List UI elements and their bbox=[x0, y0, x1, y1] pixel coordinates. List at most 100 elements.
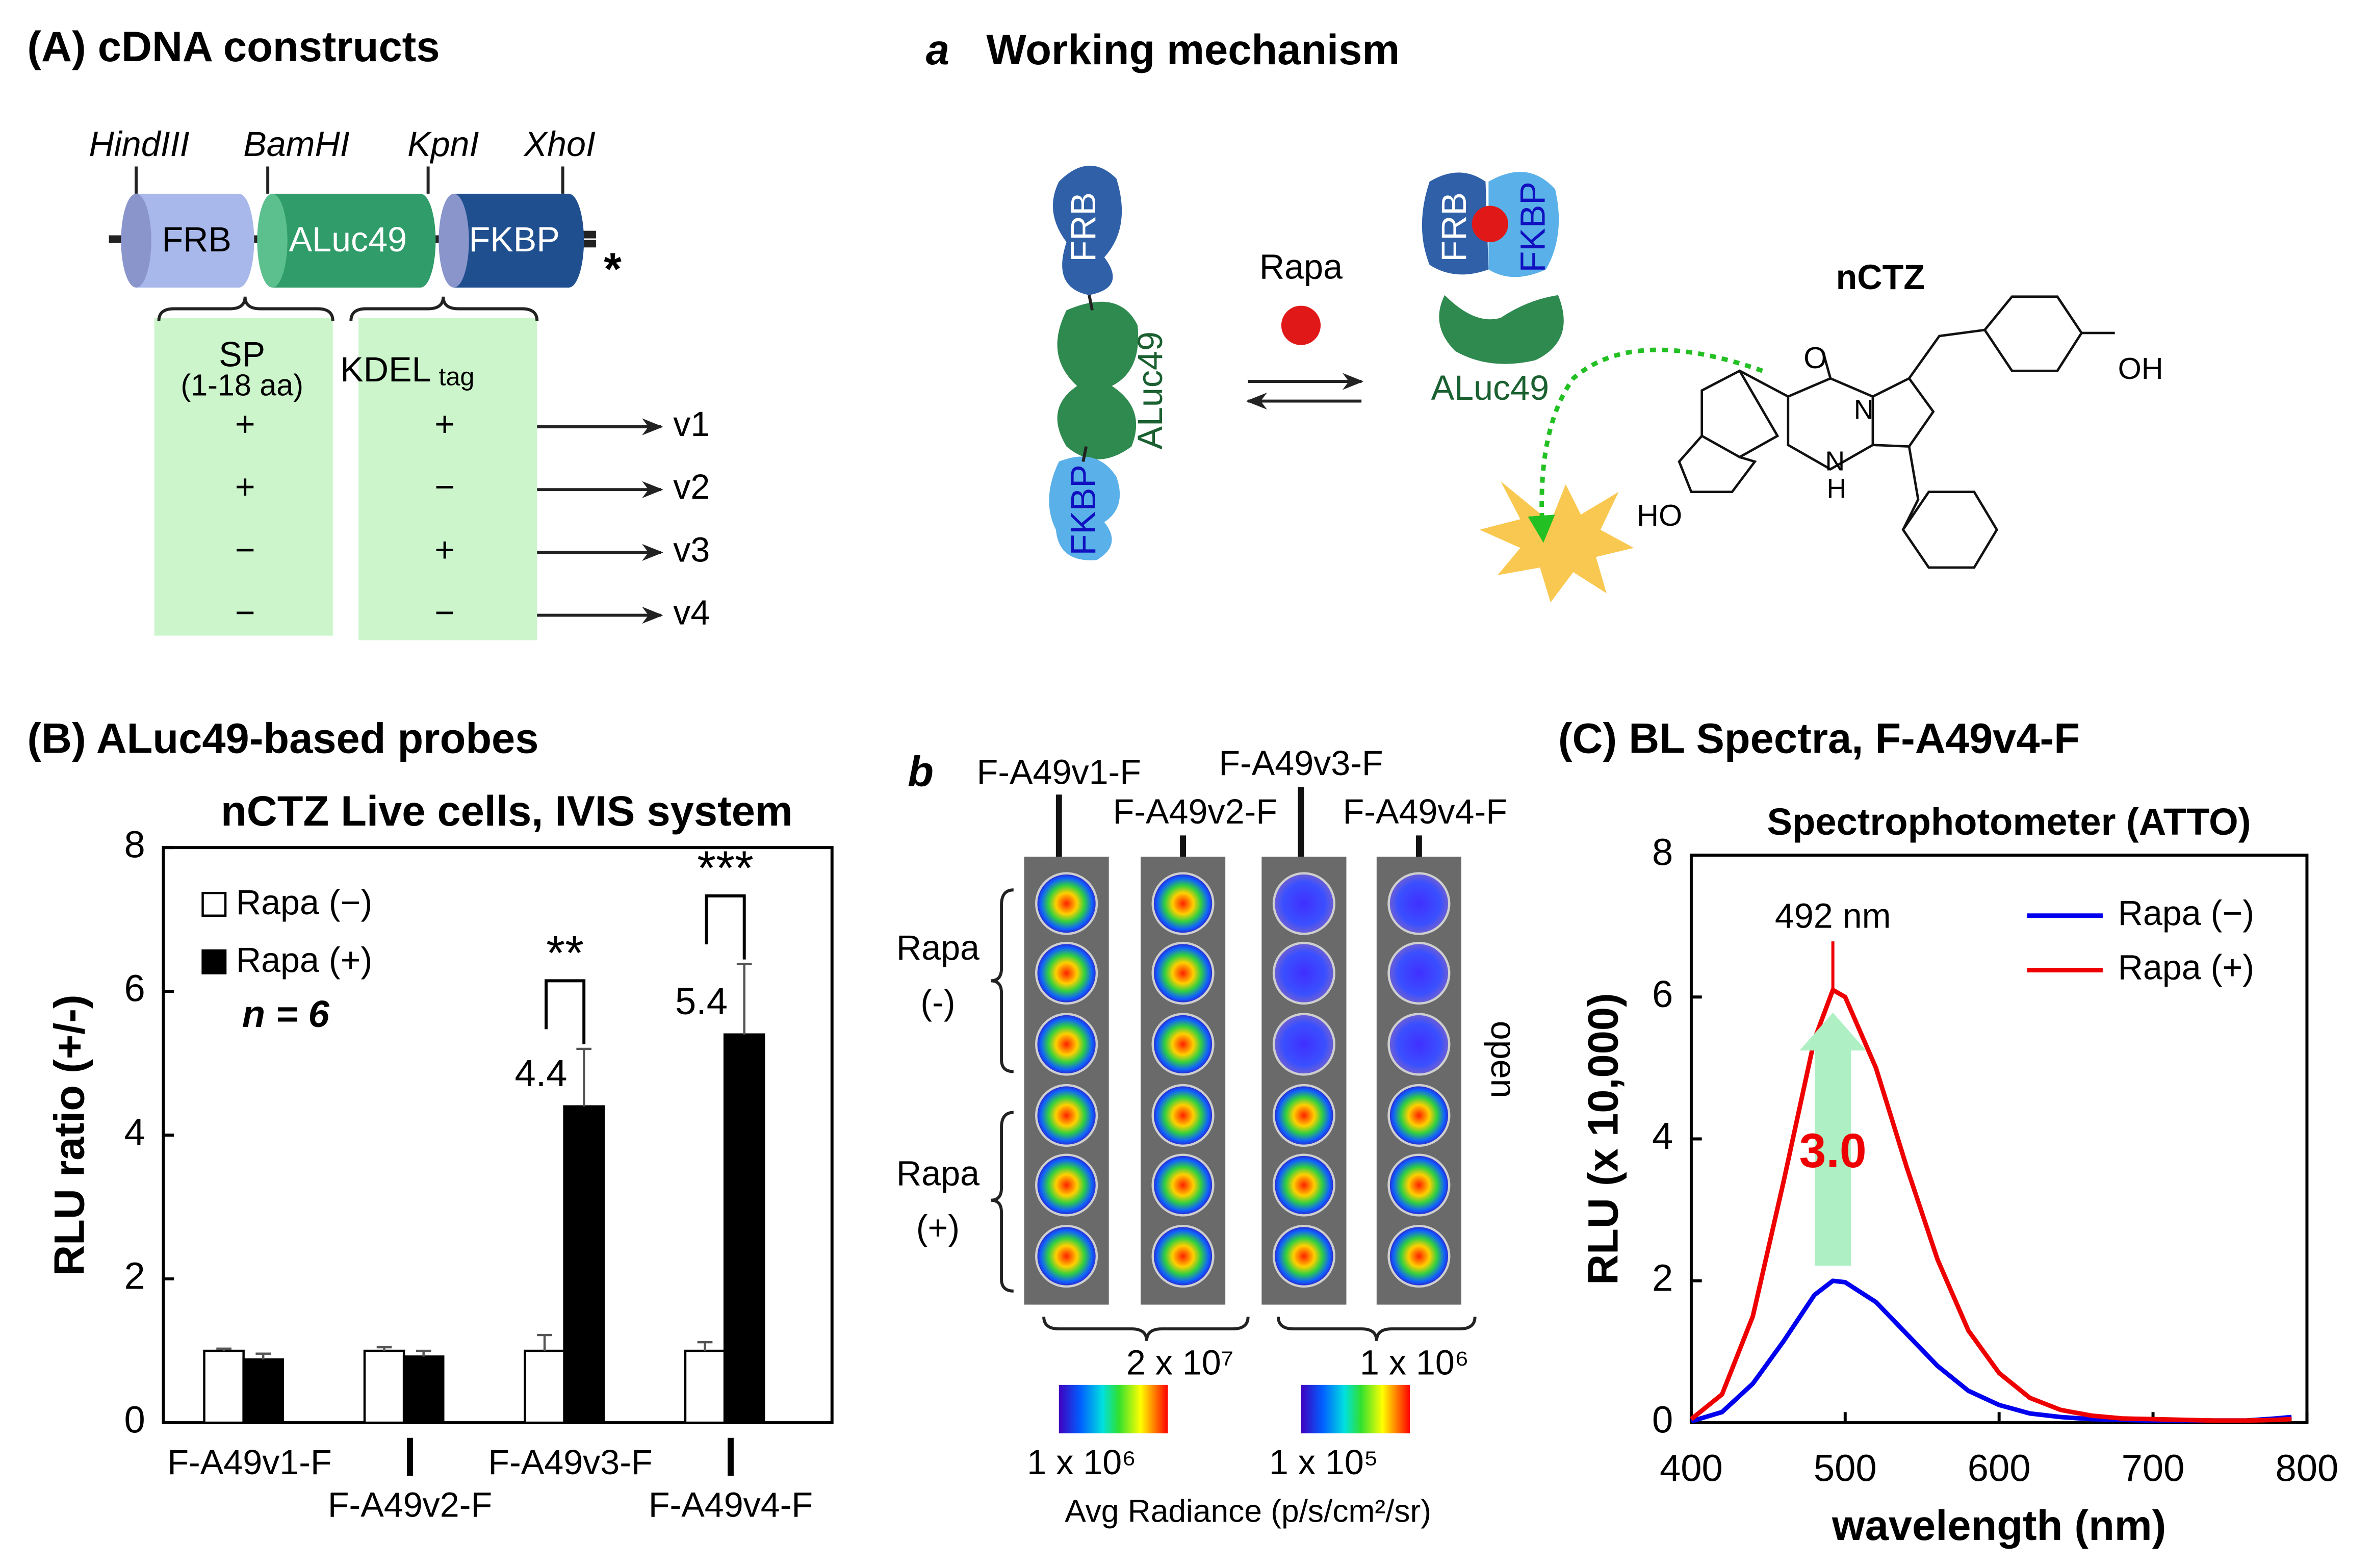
brace bbox=[1277, 1317, 1477, 1341]
panel-mechanism: a Working mechanism FRB ALuc49 FKBP Rapa… bbox=[926, 26, 2163, 603]
fold-label: 3.0 bbox=[1799, 1124, 1867, 1178]
bar bbox=[203, 1349, 245, 1424]
sp-sign: − bbox=[235, 594, 255, 632]
ligand-label: Rapa bbox=[1259, 247, 1343, 286]
legend-swatch bbox=[201, 891, 227, 917]
x-tick-label: F-A49v1-F bbox=[167, 1443, 331, 1482]
well bbox=[1387, 1224, 1451, 1288]
data-label: 5.4 bbox=[675, 980, 728, 1022]
variant-label: v4 bbox=[673, 594, 710, 632]
panel-a: (A) cDNA constructs HindIII BamHI KpnI X… bbox=[27, 23, 710, 640]
line bbox=[1690, 1278, 2292, 1424]
legend-label: Rapa (−) bbox=[236, 883, 372, 922]
light-burst bbox=[1479, 481, 1634, 603]
well bbox=[1151, 1153, 1215, 1217]
sp-sign: − bbox=[235, 530, 255, 569]
x-tick-label: 600 bbox=[1968, 1447, 2031, 1489]
kdel-sub: tag bbox=[439, 362, 474, 391]
aluc-label: ALuc49 bbox=[1131, 331, 1170, 450]
error-bar bbox=[216, 1347, 231, 1351]
chart-title: nCTZ Live cells, IVIS system bbox=[221, 787, 793, 835]
atom: O bbox=[1803, 341, 1827, 375]
well bbox=[1272, 1153, 1335, 1217]
kdel-box bbox=[358, 318, 537, 640]
atom: H bbox=[1826, 474, 1846, 504]
bar bbox=[524, 1349, 565, 1424]
probe-label: F-A49v4-F bbox=[1343, 792, 1507, 831]
y-tick-label: 6 bbox=[124, 967, 145, 1010]
kdel-sign: − bbox=[434, 594, 455, 632]
brace bbox=[1042, 1317, 1250, 1341]
probe-leaders bbox=[1055, 787, 1422, 860]
scale-title: Avg Radiance (p/s/cm²/sr) bbox=[1065, 1494, 1431, 1529]
well bbox=[1035, 1153, 1098, 1217]
rapa-ball bbox=[1281, 305, 1321, 345]
structure bbox=[1678, 295, 2115, 569]
sp-label: SP bbox=[219, 336, 265, 374]
y-tick-label: 4 bbox=[1652, 1115, 1673, 1157]
site-label: BamHI bbox=[243, 125, 350, 164]
probe-label: F-A49v1-F bbox=[977, 753, 1141, 792]
y-tick-label: 2 bbox=[1652, 1256, 1673, 1299]
kdel-sign: + bbox=[434, 405, 455, 444]
well bbox=[1035, 941, 1098, 1005]
fkbp-shape bbox=[1049, 456, 1120, 560]
substrate-label: nCTZ bbox=[1836, 258, 1925, 297]
y-axis-label: RLU ratio (+/-) bbox=[45, 994, 93, 1276]
well bbox=[1151, 941, 1215, 1005]
fkbp-label: FKBP bbox=[1513, 182, 1552, 272]
domain-label: FKBP bbox=[469, 220, 560, 259]
sp-sign: + bbox=[235, 405, 255, 444]
fkbp-label: FKBP bbox=[1064, 465, 1103, 555]
x-tick-label: F-A49v3-F bbox=[488, 1443, 652, 1482]
group-label: Rapa bbox=[896, 929, 979, 967]
y-tick-label: 8 bbox=[124, 824, 145, 866]
well bbox=[1035, 1084, 1098, 1147]
bracket bbox=[705, 894, 746, 960]
probe-label: F-A49v3-F bbox=[1219, 744, 1383, 783]
sp-box bbox=[154, 318, 333, 636]
bar bbox=[363, 1349, 405, 1424]
y-tick-label: 2 bbox=[124, 1255, 145, 1297]
scale-min: 1 x 10⁵ bbox=[1269, 1443, 1378, 1482]
y-tick-label: 0 bbox=[124, 1399, 145, 1441]
x-tick-label: 700 bbox=[2122, 1447, 2185, 1489]
domain-label: FRB bbox=[162, 220, 231, 259]
aluc-shape bbox=[1057, 301, 1139, 459]
error-bar bbox=[736, 963, 752, 1035]
group-label: (+) bbox=[916, 1209, 960, 1247]
site-label: HindIII bbox=[89, 125, 189, 164]
legend-label: Rapa (−) bbox=[2118, 894, 2254, 933]
site-ticks bbox=[135, 166, 564, 194]
kdel-sign: − bbox=[434, 468, 455, 506]
stop-mark: * bbox=[604, 243, 622, 294]
domains bbox=[121, 193, 584, 288]
bar bbox=[242, 1358, 285, 1424]
error-bar bbox=[697, 1341, 713, 1351]
error-bar bbox=[576, 1047, 592, 1107]
well bbox=[1035, 872, 1098, 935]
x-tick-label: 500 bbox=[1814, 1447, 1877, 1489]
brace bbox=[157, 296, 334, 321]
well bbox=[1387, 1084, 1451, 1147]
color-scale bbox=[1059, 1384, 1168, 1433]
aluc-label: ALuc49 bbox=[1431, 369, 1549, 407]
line bbox=[1690, 987, 2292, 1423]
legend-label: Rapa (+) bbox=[236, 941, 372, 980]
variant-label: v3 bbox=[673, 530, 710, 569]
panel-letter: b bbox=[908, 748, 934, 795]
frb-shape bbox=[1422, 172, 1489, 275]
variant-label: v1 bbox=[673, 405, 710, 444]
well bbox=[1035, 1224, 1098, 1288]
frb-label: FRB bbox=[1435, 192, 1474, 262]
brace bbox=[991, 888, 1014, 1073]
y-tick-label: 8 bbox=[1652, 831, 1673, 873]
significance: *** bbox=[697, 841, 754, 895]
y-tick-label: 6 bbox=[1652, 973, 1673, 1015]
bar bbox=[723, 1033, 765, 1424]
data-label: 4.4 bbox=[514, 1052, 567, 1094]
domain-label: ALuc49 bbox=[289, 220, 407, 259]
well bbox=[1272, 941, 1335, 1005]
bracket bbox=[545, 979, 586, 1045]
